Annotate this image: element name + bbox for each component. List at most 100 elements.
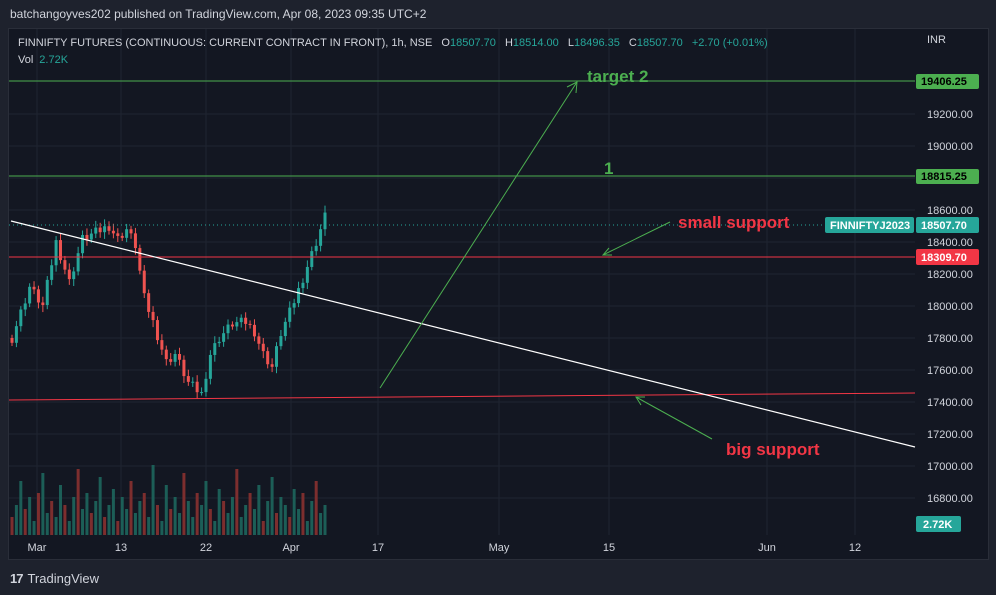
candle-body bbox=[63, 260, 67, 270]
volume-bar bbox=[125, 509, 129, 535]
target2-annotation: target 2 bbox=[587, 67, 648, 86]
vol-label: Vol bbox=[18, 54, 33, 66]
volume-bar bbox=[239, 517, 243, 535]
volume-bar bbox=[314, 481, 318, 535]
volume-bar bbox=[275, 513, 279, 535]
candle-body bbox=[222, 333, 226, 342]
chart-frame[interactable]: target 2 1 small support big support FIN… bbox=[8, 28, 989, 560]
candle-body bbox=[266, 351, 270, 365]
candle-body bbox=[226, 324, 230, 334]
candle-body bbox=[275, 346, 279, 367]
legend-change: +2.70 (+0.01%) bbox=[692, 37, 768, 49]
candle-body bbox=[58, 240, 62, 261]
candle-body bbox=[94, 227, 98, 234]
time-tick-label: 15 bbox=[603, 542, 615, 554]
volume-bar bbox=[54, 517, 58, 535]
volume-bar bbox=[297, 509, 301, 535]
volume-bar bbox=[155, 505, 159, 535]
volume-bar bbox=[186, 501, 190, 535]
volume-bar bbox=[36, 493, 40, 535]
price-tick-label: 17400.00 bbox=[927, 397, 973, 409]
candle-body bbox=[28, 286, 32, 304]
candle-body bbox=[178, 354, 182, 360]
price-tick-label: 18600.00 bbox=[927, 205, 973, 217]
price-tick-label: 17800.00 bbox=[927, 333, 973, 345]
legend-open: 18507.70 bbox=[450, 37, 496, 49]
time-tick-label: 13 bbox=[115, 542, 127, 554]
candle-body bbox=[41, 302, 45, 306]
volume-bar bbox=[111, 489, 115, 535]
candle-body bbox=[305, 266, 309, 283]
candle-body bbox=[213, 343, 217, 355]
candle-body bbox=[310, 251, 314, 267]
volume-bar bbox=[147, 517, 151, 535]
volume-bar bbox=[191, 517, 195, 535]
volume-bar bbox=[248, 493, 252, 535]
candle-body bbox=[54, 240, 58, 266]
time-axis[interactable]: Mar 13 22 Apr 17 May 15 Jun 12 bbox=[28, 542, 862, 554]
volume-bar bbox=[235, 469, 239, 535]
candle-body bbox=[208, 354, 212, 379]
volume-bar bbox=[283, 505, 287, 535]
candles bbox=[10, 205, 327, 399]
volume-bar bbox=[89, 513, 93, 535]
candle-body bbox=[292, 303, 296, 308]
time-tick-label: Jun bbox=[758, 542, 776, 554]
volume-bar bbox=[217, 489, 221, 535]
volume-bar bbox=[182, 473, 186, 535]
badge-last-price: 18507.70 bbox=[921, 220, 967, 232]
price-axis[interactable]: 19200.0019000.0018800.0018600.0018400.00… bbox=[927, 109, 973, 505]
candle-body bbox=[200, 392, 204, 394]
footer-brand[interactable]: TradingView bbox=[27, 570, 100, 586]
volume-bar bbox=[142, 493, 146, 535]
price-tick-label: 18400.00 bbox=[927, 237, 973, 249]
big-support-line[interactable] bbox=[9, 392, 916, 401]
svg-text:FINNIFTY FUTURES (CONTINUOUS:: FINNIFTY FUTURES (CONTINUOUS: CURRENT CO… bbox=[18, 37, 768, 49]
volume-bar bbox=[41, 473, 45, 535]
small-support-arrow[interactable] bbox=[601, 221, 671, 256]
volume-bar bbox=[230, 497, 234, 535]
volume-bar bbox=[200, 505, 204, 535]
candle-body bbox=[151, 311, 155, 321]
candle-body bbox=[103, 226, 107, 233]
grid bbox=[9, 29, 915, 535]
volume-bar bbox=[288, 517, 292, 535]
time-tick-label: May bbox=[489, 542, 510, 554]
volume-bar bbox=[261, 521, 265, 535]
volume-bar bbox=[204, 481, 208, 535]
volume-bar bbox=[244, 505, 248, 535]
time-tick-label: 22 bbox=[200, 542, 212, 554]
volume-bar bbox=[138, 501, 142, 535]
volume-bar bbox=[85, 493, 89, 535]
big-support-arrow[interactable] bbox=[635, 396, 713, 440]
candle-body bbox=[76, 253, 80, 272]
candle-body bbox=[160, 340, 164, 350]
time-tick-label: 12 bbox=[849, 542, 861, 554]
target-arrow[interactable] bbox=[379, 81, 578, 389]
time-tick-label: Apr bbox=[282, 542, 299, 554]
volume-bar bbox=[169, 509, 173, 535]
volume-bar bbox=[23, 509, 27, 535]
candle-body bbox=[323, 212, 327, 230]
candle-body bbox=[261, 343, 265, 352]
trendline[interactable] bbox=[10, 220, 916, 448]
volume-bar bbox=[32, 521, 36, 535]
candle-body bbox=[164, 349, 168, 360]
legend-high: 18514.00 bbox=[513, 37, 559, 49]
price-tick-label: 19000.00 bbox=[927, 141, 973, 153]
candle-body bbox=[111, 230, 115, 234]
candle-body bbox=[81, 234, 85, 254]
candle-body bbox=[182, 359, 186, 377]
volume-bar bbox=[279, 497, 283, 535]
price-chart[interactable]: target 2 1 small support big support FIN… bbox=[9, 29, 989, 560]
badge-small-support: 18309.70 bbox=[921, 252, 967, 264]
candle-body bbox=[116, 233, 120, 236]
candle-body bbox=[45, 279, 49, 306]
candle-body bbox=[239, 317, 243, 323]
candle-body bbox=[279, 336, 283, 347]
candle-body bbox=[252, 324, 256, 337]
candle-body bbox=[257, 336, 261, 344]
legend-symbol: FINNIFTY FUTURES (CONTINUOUS: CURRENT CO… bbox=[18, 37, 432, 49]
volume-bar bbox=[178, 513, 182, 535]
volume-bar bbox=[301, 493, 305, 535]
